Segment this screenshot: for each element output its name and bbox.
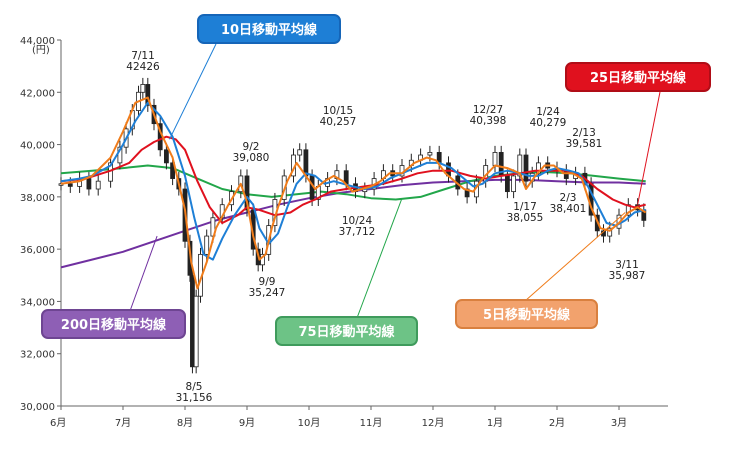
- annotation-date: 1/24: [536, 106, 560, 118]
- annotation-date: 8/5: [186, 381, 203, 393]
- connector-ma25: [637, 91, 661, 205]
- y-tick-label: 36,000: [20, 245, 55, 256]
- connector-ma10: [169, 43, 217, 140]
- annotation-value: 38,055: [507, 212, 544, 224]
- connector-ma200: [129, 235, 158, 312]
- price-candle: [145, 84, 151, 106]
- price-candle: [86, 178, 92, 190]
- annotation-date: 2/13: [572, 127, 596, 139]
- y-tick-label: 40,000: [20, 141, 55, 152]
- y-unit-label: (円): [32, 45, 50, 56]
- annotation-value: 40,279: [530, 117, 567, 129]
- price-candle: [511, 175, 517, 193]
- price-candle: [204, 235, 210, 255]
- annotation-date: 9/9: [259, 276, 276, 288]
- price-candle: [193, 295, 199, 368]
- annotation-date: 10/15: [323, 105, 353, 117]
- y-tick-label: 30,000: [20, 402, 55, 413]
- connector-ma75: [356, 197, 403, 319]
- x-tick-label: 11月: [360, 417, 383, 429]
- annotation-value: 38,401: [550, 203, 587, 215]
- connector-ma5: [524, 212, 626, 302]
- annotation-date: 1/17: [513, 201, 537, 213]
- legend-ma200: 200日移動平均線: [41, 309, 186, 339]
- price-candle: [297, 149, 303, 156]
- price-candle: [492, 152, 498, 166]
- annotation-date: 3/11: [615, 259, 639, 271]
- annotation-value: 40,398: [470, 115, 507, 127]
- price-candle: [95, 180, 101, 190]
- annotation-value: 39,581: [566, 138, 603, 150]
- annotation-date: 7/11: [131, 50, 155, 62]
- price-candle: [163, 149, 169, 164]
- annotation-value: 37,712: [339, 226, 376, 238]
- annotation-date: 2/3: [560, 192, 577, 204]
- legend-ma10: 10日移動平均線: [197, 14, 341, 44]
- y-tick-label: 34,000: [20, 297, 55, 308]
- price-candle: [303, 149, 309, 177]
- annotation-value: 31,156: [176, 392, 213, 404]
- x-tick-label: 10月: [298, 417, 321, 429]
- price-candle: [427, 152, 433, 156]
- y-tick-label: 38,000: [20, 193, 55, 204]
- x-tick-label: 8月: [177, 417, 193, 429]
- price-candle: [140, 84, 146, 93]
- annotation-value: 42426: [126, 61, 160, 73]
- x-tick-label: 7月: [115, 417, 131, 429]
- price-candle: [504, 175, 510, 193]
- legend-ma75: 75日移動平均線: [275, 316, 418, 346]
- annotation-date: 12/27: [473, 104, 503, 116]
- legend-ma5: 5日移動平均線: [455, 299, 598, 329]
- x-tick-label: 9月: [239, 417, 255, 429]
- y-tick-label: 42,000: [20, 88, 55, 99]
- x-tick-label: 6月: [50, 417, 66, 429]
- annotation-value: 35,247: [249, 287, 286, 299]
- annotation-date: 10/24: [342, 215, 373, 227]
- price-candle: [170, 162, 176, 179]
- annotation-value: 39,080: [233, 152, 270, 164]
- price-candle: [67, 183, 73, 187]
- price-candle: [607, 227, 613, 237]
- x-tick-label: 3月: [611, 417, 627, 429]
- x-tick-label: 2月: [549, 417, 565, 429]
- price-candle: [523, 154, 529, 182]
- y-tick-label: 32,000: [20, 350, 55, 361]
- price-candle: [244, 175, 250, 211]
- annotation-date: 9/2: [243, 141, 260, 153]
- annotation-value: 35,987: [609, 270, 646, 282]
- legend-ma25: 25日移動平均線: [565, 62, 711, 92]
- series-line-ma5: [60, 96, 647, 290]
- x-tick-label: 12月: [422, 417, 445, 429]
- y-tick-label: 44,000: [20, 36, 55, 47]
- series-line-ma75: [60, 164, 646, 201]
- x-tick-label: 1月: [487, 417, 503, 429]
- annotation-value: 40,257: [320, 116, 357, 128]
